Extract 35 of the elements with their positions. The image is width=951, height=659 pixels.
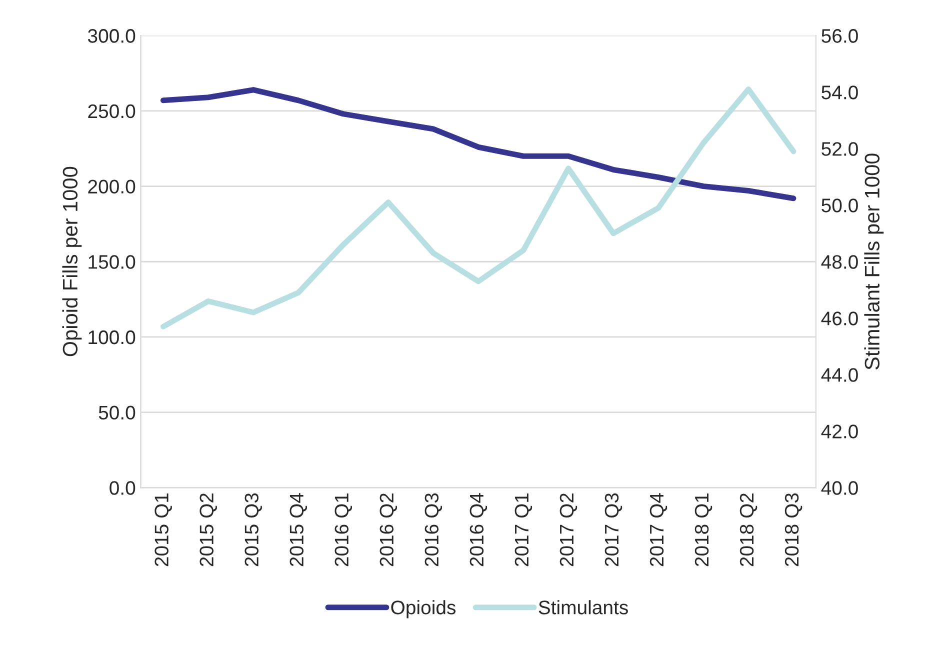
x-tick-label: 2016 Q1 — [334, 493, 352, 566]
x-tick-label: 2017 Q3 — [604, 493, 622, 566]
legend-label: Stimulants — [538, 600, 628, 614]
y2-tick-label: 40.0 — [821, 481, 858, 495]
y-tick-label: 250.0 — [88, 104, 136, 118]
x-tick-label: 2016 Q2 — [380, 493, 398, 566]
x-tick-label: 2017 Q2 — [560, 493, 578, 566]
x-tick-label: 2015 Q2 — [200, 493, 217, 566]
y-tick-label: 300.0 — [88, 29, 136, 43]
y-tick-label: 50.0 — [98, 406, 136, 420]
y2-tick-label: 44.0 — [821, 368, 858, 382]
x-tick-label: 2018 Q1 — [694, 493, 712, 566]
x-tick-label: 2016 Q3 — [424, 493, 442, 566]
y2-axis-title: Stimulant Fills per 1000 — [864, 154, 884, 370]
y2-tick-label: 52.0 — [822, 142, 858, 156]
x-tick-label: 2018 Q2 — [740, 493, 758, 566]
y2-tick-label: 48.0 — [821, 255, 858, 269]
x-tick-label: 2016 Q4 — [470, 493, 488, 566]
x-tick-label: 2018 Q3 — [784, 493, 802, 566]
y-tick-label: 200.0 — [88, 180, 136, 194]
y-tick-label: 100.0 — [88, 330, 136, 344]
y-tick-label: 150.0 — [88, 255, 136, 269]
y2-tick-label: 56.0 — [822, 29, 858, 43]
x-tick-label: 2015 Q3 — [244, 493, 262, 566]
y2-tick-label: 42.0 — [821, 424, 858, 438]
y2-tick-label: 46.0 — [821, 312, 858, 326]
x-tick-label: 2015 Q1 — [154, 493, 172, 566]
y-tick-label: 0.0 — [110, 481, 136, 495]
legend-label: Opioids — [391, 600, 456, 618]
x-tick-label: 2015 Q4 — [290, 493, 307, 566]
y2-tick-label: 50.0 — [822, 198, 858, 212]
y-axis-title: Opioid Fills per 1000 — [62, 166, 82, 356]
x-tick-label: 2017 Q4 — [650, 493, 668, 566]
x-tick-label: 2017 Q1 — [514, 493, 532, 566]
y2-tick-label: 54.0 — [822, 86, 858, 100]
